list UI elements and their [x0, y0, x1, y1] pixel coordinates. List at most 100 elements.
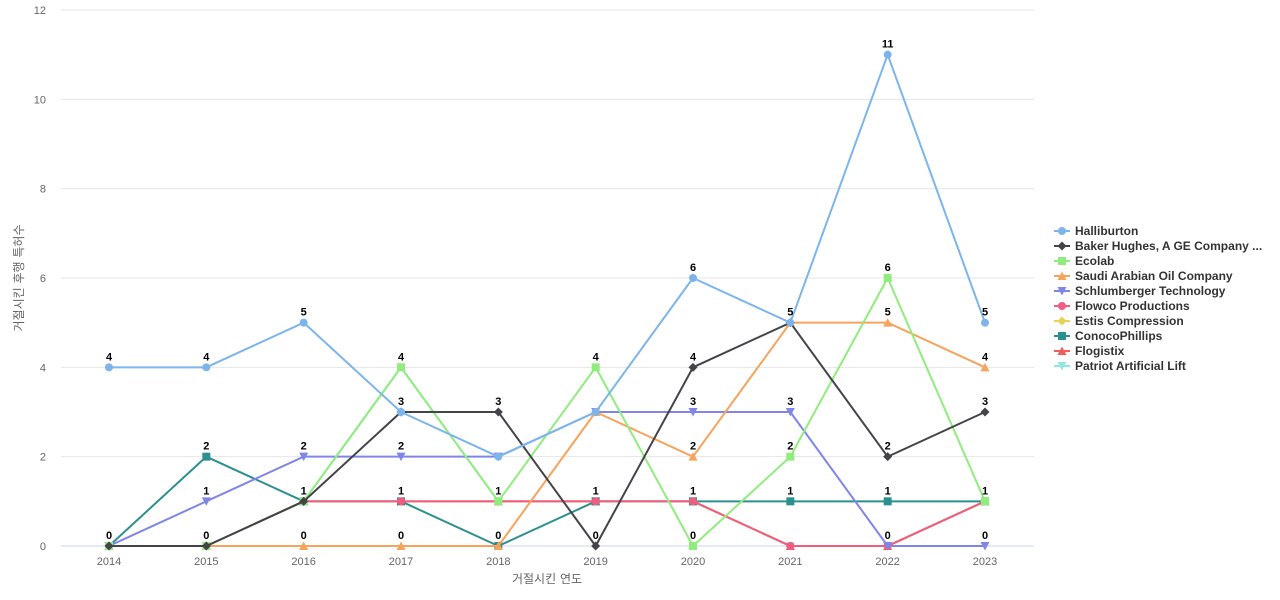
data-point [397, 408, 405, 416]
x-tick-label: 2022 [875, 556, 899, 568]
data-label: 3 [787, 396, 793, 408]
data-label: 6 [690, 262, 696, 274]
data-label: 1 [398, 485, 404, 497]
data-point [883, 497, 892, 506]
data-label: 0 [690, 530, 696, 542]
data-label: 11 [882, 39, 894, 51]
data-label: 4 [690, 351, 697, 363]
x-tick-label: 2014 [97, 556, 121, 568]
data-point [980, 407, 990, 417]
data-point [591, 363, 600, 372]
data-point [688, 408, 698, 417]
gridlines [61, 9, 1034, 547]
data-label: 3 [495, 396, 501, 408]
legend-label: Baker Hughes, A GE Company ... [1075, 239, 1262, 253]
data-point [396, 452, 406, 462]
data-point [689, 497, 697, 506]
data-point [493, 541, 503, 550]
data-point [494, 497, 503, 506]
x-tick-label: 2023 [973, 556, 997, 568]
data-label: 1 [885, 485, 891, 497]
data-label: 0 [203, 530, 209, 542]
legend-label: Flogistix [1075, 344, 1125, 358]
data-point [689, 274, 697, 282]
legend-item[interactable]: Flogistix [1054, 344, 1125, 358]
y-tick-label: 8 [40, 184, 46, 196]
legend-label: Saudi Arabian Oil Company [1075, 269, 1233, 283]
series-lines [104, 50, 990, 551]
data-point [689, 542, 697, 550]
x-tick-label: 2019 [583, 556, 607, 568]
data-label: 5 [301, 307, 307, 319]
data-label: 1 [690, 485, 696, 497]
x-tick-label: 2018 [486, 556, 510, 568]
data-label: 0 [982, 530, 988, 542]
legend-label: Ecolab [1075, 254, 1114, 268]
x-tick-label: 2020 [681, 556, 705, 568]
data-label: 4 [203, 351, 210, 363]
data-point [688, 362, 698, 372]
legend-label: Halliburton [1075, 224, 1138, 238]
data-point [494, 452, 503, 461]
data-point [980, 362, 990, 372]
data-point [299, 541, 309, 550]
legend-item[interactable]: Ecolab [1054, 254, 1114, 268]
y-tick-label: 10 [34, 94, 46, 106]
y-axis-title: 거절시킨 후행 특허수 [11, 225, 26, 332]
legend-item[interactable]: Halliburton [1054, 224, 1138, 238]
data-label: 4 [398, 351, 405, 363]
series-line [109, 277, 986, 547]
data-point [981, 497, 989, 506]
data-label: 4 [593, 351, 600, 363]
legend-item[interactable]: Saudi Arabian Oil Company [1054, 269, 1233, 283]
data-label: 0 [398, 530, 404, 542]
data-point [883, 318, 893, 327]
data-label: 1 [301, 485, 307, 497]
data-label: 1 [787, 485, 793, 497]
series-halliburton[interactable] [105, 50, 989, 461]
legend-marker [1058, 227, 1066, 235]
data-point [883, 50, 892, 59]
data-point [202, 452, 211, 461]
data-point [786, 497, 795, 506]
data-label: 1 [982, 485, 988, 497]
data-point [105, 363, 113, 372]
data-label: 0 [885, 530, 891, 542]
data-point [397, 497, 405, 506]
data-point [591, 541, 601, 551]
legend-item[interactable]: Schlumberger Technology [1054, 284, 1226, 298]
data-point [786, 452, 795, 461]
data-point [493, 407, 503, 417]
data-point [299, 318, 308, 327]
data-label: 3 [398, 396, 404, 408]
series-line [109, 53, 986, 458]
data-label: 0 [301, 530, 307, 542]
data-label: 6 [885, 262, 891, 274]
legend-label: ConocoPhillips [1075, 329, 1163, 343]
y-tick-label: 4 [40, 362, 46, 374]
data-point [786, 542, 795, 550]
data-label: 2 [885, 441, 891, 453]
x-axis-title: 거절시킨 연도 [512, 572, 582, 586]
data-point [201, 541, 211, 551]
data-point [786, 318, 795, 327]
legend-label: Flowco Productions [1075, 299, 1190, 313]
legend-item[interactable]: Flowco Productions [1054, 299, 1190, 313]
legend-marker [1057, 241, 1067, 251]
data-label: 4 [982, 351, 989, 363]
legend-marker [1057, 287, 1067, 296]
data-point [591, 408, 600, 416]
legend-item[interactable]: Patriot Artificial Lift [1054, 359, 1186, 373]
x-tick-label: 2021 [778, 556, 802, 568]
data-label: 3 [690, 396, 696, 408]
data-point [299, 496, 309, 506]
data-point [591, 497, 600, 506]
legend-item[interactable]: ConocoPhillips [1054, 329, 1163, 343]
data-point [785, 408, 795, 417]
legend-item[interactable]: Estis Compression [1054, 314, 1184, 328]
data-label: 5 [787, 307, 793, 319]
legend-item[interactable]: Baker Hughes, A GE Company ... [1054, 239, 1262, 253]
